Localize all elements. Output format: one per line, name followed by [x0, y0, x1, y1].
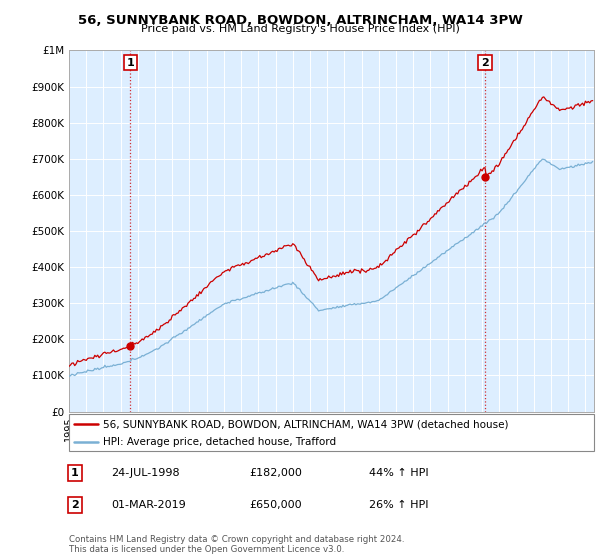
Text: £650,000: £650,000 — [249, 500, 302, 510]
Text: HPI: Average price, detached house, Trafford: HPI: Average price, detached house, Traf… — [103, 437, 336, 447]
Text: Price paid vs. HM Land Registry's House Price Index (HPI): Price paid vs. HM Land Registry's House … — [140, 24, 460, 34]
Text: 24-JUL-1998: 24-JUL-1998 — [111, 468, 179, 478]
Text: 1: 1 — [127, 58, 134, 68]
Text: £182,000: £182,000 — [249, 468, 302, 478]
Text: 1: 1 — [71, 468, 79, 478]
Text: 01-MAR-2019: 01-MAR-2019 — [111, 500, 186, 510]
Text: 56, SUNNYBANK ROAD, BOWDON, ALTRINCHAM, WA14 3PW (detached house): 56, SUNNYBANK ROAD, BOWDON, ALTRINCHAM, … — [103, 419, 509, 429]
Text: 44% ↑ HPI: 44% ↑ HPI — [369, 468, 428, 478]
Text: 2: 2 — [481, 58, 489, 68]
Text: 26% ↑ HPI: 26% ↑ HPI — [369, 500, 428, 510]
Text: 56, SUNNYBANK ROAD, BOWDON, ALTRINCHAM, WA14 3PW: 56, SUNNYBANK ROAD, BOWDON, ALTRINCHAM, … — [77, 14, 523, 27]
Text: 2: 2 — [71, 500, 79, 510]
Text: Contains HM Land Registry data © Crown copyright and database right 2024.
This d: Contains HM Land Registry data © Crown c… — [69, 535, 404, 554]
